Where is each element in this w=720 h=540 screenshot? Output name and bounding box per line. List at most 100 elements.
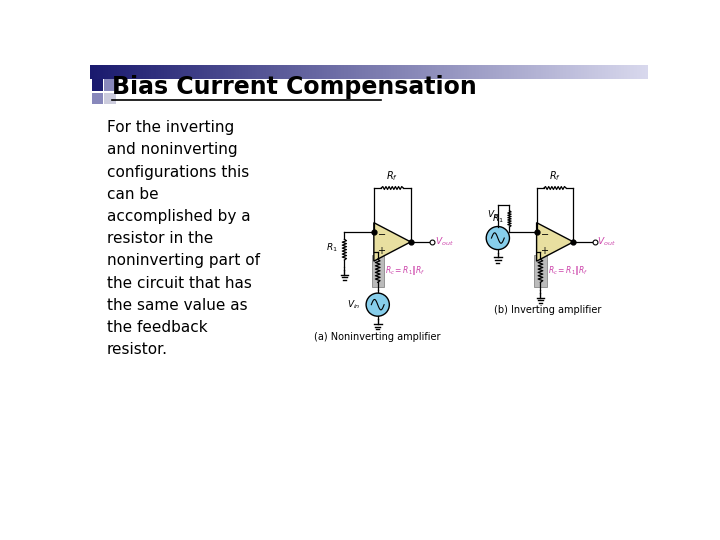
Bar [156, 65, 158, 79]
Bar [559, 65, 560, 79]
Bar [168, 65, 170, 79]
Bar [258, 65, 261, 79]
Bar [464, 65, 466, 79]
Bar [562, 65, 563, 79]
Bar [94, 65, 96, 79]
Bar [194, 65, 197, 79]
Bar [433, 65, 435, 79]
Bar [184, 65, 185, 79]
Bar [581, 65, 582, 79]
Bar [461, 65, 463, 79]
Bar [171, 65, 173, 79]
Bar [496, 65, 498, 79]
Bar [248, 65, 249, 79]
Circle shape [366, 293, 390, 316]
Bar [138, 65, 139, 79]
Bar [185, 65, 186, 79]
Bar [352, 65, 354, 79]
Bar [566, 65, 567, 79]
Bar [325, 65, 328, 79]
Bar [535, 65, 537, 79]
Bar [411, 65, 413, 79]
Bar [615, 65, 616, 79]
Bar [91, 65, 93, 79]
Bar [456, 65, 457, 79]
Bar [552, 65, 554, 79]
Bar [617, 65, 619, 79]
Bar [276, 65, 277, 79]
Bar [196, 65, 198, 79]
Bar [623, 65, 625, 79]
Bar [294, 65, 295, 79]
Bar [315, 65, 316, 79]
Bar [153, 65, 155, 79]
Bar [217, 65, 219, 79]
Bar [376, 65, 378, 79]
Bar [287, 65, 289, 79]
Bar [362, 65, 364, 79]
Bar [431, 65, 432, 79]
Bar [212, 65, 213, 79]
Bar [99, 65, 100, 79]
Text: $R_f$: $R_f$ [549, 170, 561, 184]
Bar [255, 65, 256, 79]
Bar [154, 65, 156, 79]
Bar [443, 65, 445, 79]
Bar [599, 65, 601, 79]
Bar [438, 65, 441, 79]
Bar [291, 65, 292, 79]
Text: $V_{out}$: $V_{out}$ [598, 235, 616, 248]
Bar [574, 65, 576, 79]
Bar [541, 65, 542, 79]
Bar [163, 65, 164, 79]
Bar [233, 65, 234, 79]
Bar [382, 65, 383, 79]
Bar [390, 65, 392, 79]
Bar [93, 65, 94, 79]
Bar [544, 65, 545, 79]
Bar [394, 65, 396, 79]
Bar [477, 65, 478, 79]
Bar [569, 65, 570, 79]
Bar [288, 65, 290, 79]
Bar [192, 65, 194, 79]
Bar [333, 65, 335, 79]
Bar [337, 65, 338, 79]
Bar [505, 65, 508, 79]
Bar [500, 65, 502, 79]
Bar [281, 65, 283, 79]
Bar [251, 65, 252, 79]
Bar [493, 65, 495, 79]
Bar [606, 65, 608, 79]
Bar [618, 65, 621, 79]
Bar [528, 65, 530, 79]
Bar [529, 65, 531, 79]
Bar [292, 65, 294, 79]
Text: $V_{in}$: $V_{in}$ [487, 208, 500, 221]
Text: $R_1$: $R_1$ [492, 213, 503, 225]
Polygon shape [536, 222, 573, 261]
Bar [139, 65, 140, 79]
Bar [151, 65, 153, 79]
Bar [612, 65, 613, 79]
Bar [224, 65, 225, 79]
Bar [596, 65, 598, 79]
Bar [264, 65, 266, 79]
Bar [414, 65, 415, 79]
Bar [240, 65, 243, 79]
Bar [234, 65, 235, 79]
Bar [517, 65, 518, 79]
Bar [356, 65, 359, 79]
Bar [193, 65, 195, 79]
Bar [563, 65, 564, 79]
Bar [175, 65, 177, 79]
Bar [380, 65, 382, 79]
Bar [485, 65, 487, 79]
Bar [96, 65, 97, 79]
Bar [158, 65, 160, 79]
Bar [577, 65, 579, 79]
Bar [178, 65, 180, 79]
Bar [206, 65, 207, 79]
Bar [167, 65, 168, 79]
Bar [419, 65, 421, 79]
